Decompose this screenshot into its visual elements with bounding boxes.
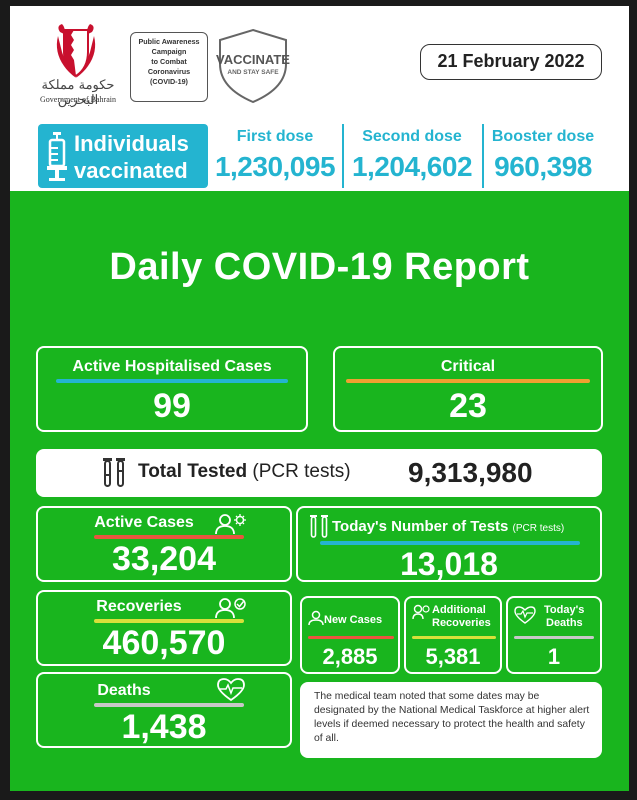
new-cases-value: 2,885 xyxy=(322,644,378,669)
deaths-bar xyxy=(94,703,244,707)
todays-tests-card: Today's Number of Tests (PCR tests) 13,0… xyxy=(296,506,602,582)
recoveries-label: Recoveries xyxy=(96,598,182,615)
second-dose-stat: Second dose 1,204,602 xyxy=(342,124,480,188)
logo-english-text: Government of Bahrain xyxy=(40,95,116,104)
additional-recoveries-card: Additional Recoveries 5,381 xyxy=(404,596,502,674)
government-logo: حكومة مملكة البحرين Government of Bahrai… xyxy=(30,20,126,108)
todays-deaths-bar xyxy=(514,636,594,639)
todays-deaths-label-line1: Today's xyxy=(544,604,585,616)
additional-recoveries-value: 5,381 xyxy=(425,644,481,669)
report-title: Daily COVID-19 Report xyxy=(109,246,530,288)
shield-icon xyxy=(219,28,287,104)
campaign-line: Public Awareness xyxy=(138,37,200,46)
campaign-line: (COVID-19) xyxy=(150,77,188,86)
deaths-label: Deaths xyxy=(97,682,151,699)
todays-deaths-label-line2: Deaths xyxy=(546,617,583,629)
todays-tests-label-main: Today's Number of Tests xyxy=(332,518,509,535)
campaign-badge: Public Awareness Campaign to Combat Coro… xyxy=(130,32,208,102)
bahrain-crest-icon xyxy=(56,24,96,78)
first-dose-value: 1,230,095 xyxy=(214,151,336,182)
active-cases-label: Active Cases xyxy=(94,514,194,531)
campaign-line: Coronavirus xyxy=(147,67,191,76)
active-cases-value: 33,204 xyxy=(112,540,216,578)
person-virus-icon xyxy=(215,514,246,535)
active-hospitalised-card: Active Hospitalised Cases 99 xyxy=(36,346,308,432)
vaccinate-subtitle: AND STAY SAFE xyxy=(227,69,279,76)
new-cases-bar xyxy=(308,636,394,639)
syringe-icon xyxy=(47,132,67,181)
new-cases-label: New Cases xyxy=(324,614,383,626)
individuals-vaccinated-label: Individuals vaccinated xyxy=(38,124,208,188)
person-recovered-icon xyxy=(412,604,430,620)
total-tested-sublabel: (PCR tests) xyxy=(252,461,351,482)
campaign-line: Campaign xyxy=(151,47,187,56)
deaths-card: Deaths 1,438 xyxy=(36,672,292,748)
vaccinate-shield-badge: VACCINATE AND STAY SAFE xyxy=(216,28,290,104)
booster-dose-stat: Booster dose 960,398 xyxy=(482,124,602,188)
vaccinated-label-line1: Individuals xyxy=(74,131,189,156)
todays-tests-label: Today's Number of Tests (PCR tests) xyxy=(332,518,564,535)
active-cases-bar xyxy=(94,535,244,539)
heartbeat-icon xyxy=(217,678,245,702)
person-icon xyxy=(308,610,324,626)
deaths-value: 1,438 xyxy=(121,708,207,746)
additional-recoveries-bar xyxy=(412,636,496,639)
additional-recoveries-label-line1: Additional xyxy=(432,604,486,616)
total-tested-label-main: Total Tested xyxy=(138,461,248,482)
active-cases-card: Active Cases 33,204 xyxy=(36,506,292,582)
recoveries-bar xyxy=(94,619,244,623)
todays-tests-value: 13,018 xyxy=(400,546,498,582)
logo-arabic-text: حكومة مملكة البحرين xyxy=(41,78,115,108)
second-dose-label: Second dose xyxy=(362,128,462,145)
vaccinated-label-line2: vaccinated xyxy=(74,158,188,183)
critical-card: Critical 23 xyxy=(333,346,603,432)
todays-tests-sublabel: (PCR tests) xyxy=(512,523,565,534)
header-section: حكومة مملكة البحرين Government of Bahrai… xyxy=(10,6,629,191)
recoveries-card: Recoveries 460,570 xyxy=(36,590,292,666)
booster-dose-value: 960,398 xyxy=(494,151,592,182)
total-tested-label: Total Tested (PCR tests) xyxy=(138,461,351,483)
todays-deaths-card: Today's Deaths 1 xyxy=(506,596,602,674)
vaccinate-title: VACCINATE xyxy=(216,52,290,67)
test-tubes-icon xyxy=(103,458,125,487)
critical-value: 23 xyxy=(449,387,487,425)
person-recovered-icon xyxy=(215,598,246,619)
second-dose-value: 1,204,602 xyxy=(351,151,473,182)
first-dose-stat: First dose 1,230,095 xyxy=(210,124,340,188)
report-date: 21 February 2022 xyxy=(420,44,602,80)
additional-recoveries-label-line2: Recoveries xyxy=(432,617,491,629)
critical-label: Critical xyxy=(440,358,496,375)
hospitalised-bar xyxy=(56,379,288,383)
booster-dose-label: Booster dose xyxy=(491,128,595,145)
hospitalised-value: 99 xyxy=(153,387,191,425)
heartbeat-icon xyxy=(514,606,536,624)
medical-team-note: The medical team noted that some dates m… xyxy=(300,682,602,758)
campaign-line: to Combat xyxy=(151,57,187,66)
total-tested-banner: Total Tested (PCR tests) 9,313,980 xyxy=(36,449,602,497)
todays-tests-bar xyxy=(320,541,580,545)
critical-bar xyxy=(346,379,590,383)
report-infographic: حكومة مملكة البحرين Government of Bahrai… xyxy=(10,6,629,791)
test-tubes-icon xyxy=(310,515,328,538)
total-tested-value: 9,313,980 xyxy=(408,457,533,488)
recoveries-value: 460,570 xyxy=(102,624,226,662)
first-dose-label: First dose xyxy=(236,128,314,145)
hospitalised-label: Active Hospitalised Cases xyxy=(72,358,272,375)
todays-deaths-value: 1 xyxy=(547,644,561,669)
new-cases-card: New Cases 2,885 xyxy=(300,596,400,674)
